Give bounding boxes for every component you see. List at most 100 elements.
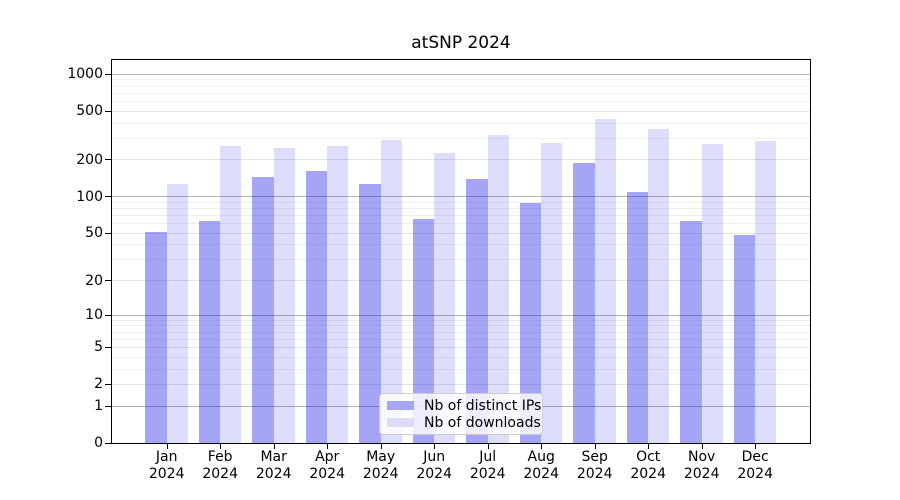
y-tick-label-1: 1 <box>94 398 103 414</box>
x-tick-label-jun: Jun 2024 <box>402 449 466 483</box>
x-label-year: 2024 <box>469 466 506 482</box>
y-tick-500 <box>105 110 111 112</box>
bar-downloads-sep <box>594 119 616 443</box>
bar-distinct-ips-oct <box>626 192 649 443</box>
x-label-month: Jul <box>479 449 497 465</box>
gridline-y-300 <box>112 137 810 139</box>
y-tick-10 <box>105 314 111 316</box>
x-label-month: Dec <box>741 449 769 465</box>
x-tick-jan <box>166 444 168 449</box>
bar-distinct-ips-apr <box>305 171 328 443</box>
y-tick-0 <box>105 442 111 444</box>
x-tick-jul <box>487 444 489 449</box>
bar-distinct-ips-nov <box>680 221 702 443</box>
gridline-y-10 <box>112 314 810 316</box>
x-tick-apr <box>327 444 329 449</box>
bar-distinct-ips-aug <box>519 203 542 443</box>
legend-swatch-distinct-ips <box>387 401 414 410</box>
legend-item-downloads: Nb of downloads <box>380 415 542 431</box>
x-tick-label-aug: Aug 2024 <box>509 449 573 483</box>
gridline-y-1000 <box>112 73 810 75</box>
y-tick-label-1000: 1000 <box>67 66 103 83</box>
bar-downloads-jan <box>166 183 188 443</box>
x-label-year: 2024 <box>255 466 292 482</box>
bar-downloads-feb <box>220 146 242 443</box>
y-tick-1000 <box>105 73 111 75</box>
y-tick-label-10: 10 <box>85 307 103 323</box>
gridline-y-8 <box>112 325 810 327</box>
gridline-y-700 <box>112 92 810 94</box>
x-tick-label-feb: Feb 2024 <box>188 449 252 483</box>
gridline-y-30 <box>112 259 810 261</box>
y-tick-100 <box>105 196 111 198</box>
legend-label-downloads: Nb of downloads <box>424 414 541 431</box>
gridline-y-80 <box>112 207 810 209</box>
x-label-month: Jun <box>423 449 446 465</box>
gridline-y-400 <box>112 122 810 124</box>
bar-downloads-oct <box>648 129 670 443</box>
x-tick-label-jul: Jul 2024 <box>456 449 520 483</box>
gridline-y-900 <box>112 79 810 81</box>
y-tick-1 <box>105 405 111 407</box>
x-label-month: Apr <box>315 449 340 465</box>
gridline-y-90 <box>112 201 810 203</box>
gridline-y-60 <box>112 223 810 225</box>
y-tick-label-2: 2 <box>94 376 103 393</box>
x-tick-label-nov: Nov 2024 <box>670 449 734 483</box>
y-tick-2 <box>105 383 111 385</box>
x-tick-nov <box>701 444 703 449</box>
chart-title: atSNP 2024 <box>411 33 511 53</box>
bar-downloads-jun <box>434 152 456 443</box>
gridline-y-200 <box>112 159 810 161</box>
bar-downloads-mar <box>273 148 295 443</box>
gridline-y-600 <box>112 101 810 102</box>
gridline-y-6 <box>112 338 810 340</box>
y-tick-label-100: 100 <box>76 188 103 205</box>
gridline-y-3 <box>112 368 810 370</box>
x-label-year: 2024 <box>523 466 559 482</box>
x-label-month: Oct <box>636 449 661 465</box>
x-tick-label-oct: Oct 2024 <box>616 449 680 483</box>
x-tick-label-mar: Mar 2024 <box>242 449 306 483</box>
bar-distinct-ips-mar <box>252 176 274 443</box>
x-tick-label-apr: Apr 2024 <box>295 449 359 483</box>
x-tick-sep <box>594 444 596 449</box>
y-tick-200 <box>105 159 111 161</box>
x-tick-may <box>380 444 382 449</box>
bar-distinct-ips-jul <box>466 178 488 443</box>
y-tick-label-0: 0 <box>94 435 103 451</box>
x-label-year: 2024 <box>683 466 720 482</box>
bar-downloads-nov <box>701 144 723 443</box>
x-label-year: 2024 <box>202 466 238 482</box>
bar-distinct-ips-jun <box>412 218 435 443</box>
y-tick-50 <box>105 232 111 234</box>
gridline-y-9 <box>112 319 810 321</box>
gridline-y-70 <box>112 215 810 216</box>
x-tick-label-jan: Jan 2024 <box>135 449 199 483</box>
gridline-y-4 <box>112 356 810 358</box>
x-tick-feb <box>220 444 222 449</box>
x-label-year: 2024 <box>148 466 185 482</box>
gridline-y-40 <box>112 244 810 246</box>
legend: Nb of distinct IPs Nb of downloads <box>379 393 543 435</box>
gridline-y-5 <box>112 346 810 348</box>
bar-downloads-dec <box>755 140 777 443</box>
plot-area: Nb of distinct IPs Nb of downloads 0 1 2 5 1… <box>67 59 811 482</box>
bar-distinct-ips-feb <box>198 221 221 443</box>
x-tick-dec <box>755 444 757 449</box>
gridline-y-2 <box>112 383 810 385</box>
x-label-month: Jan <box>155 449 178 465</box>
y-tick-label-20: 20 <box>85 272 103 289</box>
gridline-y-50 <box>112 232 810 234</box>
y-tick-label-200: 200 <box>76 151 103 168</box>
x-label-year: 2024 <box>416 466 452 482</box>
x-tick-label-sep: Sep 2024 <box>563 449 627 483</box>
x-label-year: 2024 <box>737 466 773 482</box>
x-label-month: Aug <box>527 449 555 465</box>
x-label-month: Mar <box>260 449 287 465</box>
y-tick-5 <box>105 346 111 348</box>
x-label-year: 2024 <box>309 466 345 482</box>
legend-item-distinct-ips: Nb of distinct IPs <box>380 398 542 414</box>
x-tick-label-may: May 2024 <box>349 449 413 483</box>
